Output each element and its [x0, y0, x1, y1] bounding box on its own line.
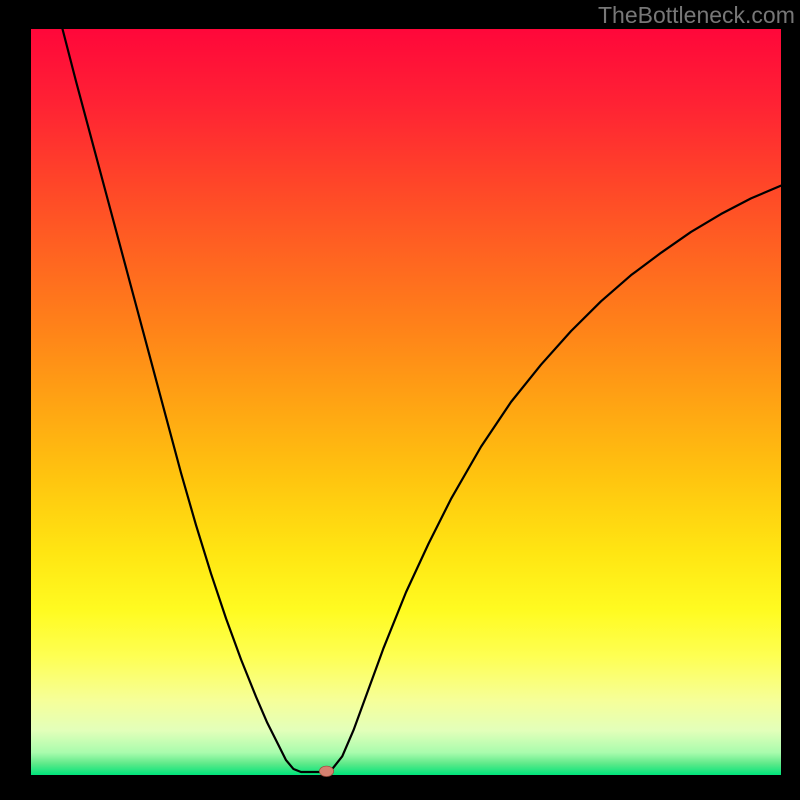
optimal-point-marker: [319, 766, 333, 776]
watermark-text: TheBottleneck.com: [598, 2, 795, 29]
chart-background: [31, 29, 781, 775]
